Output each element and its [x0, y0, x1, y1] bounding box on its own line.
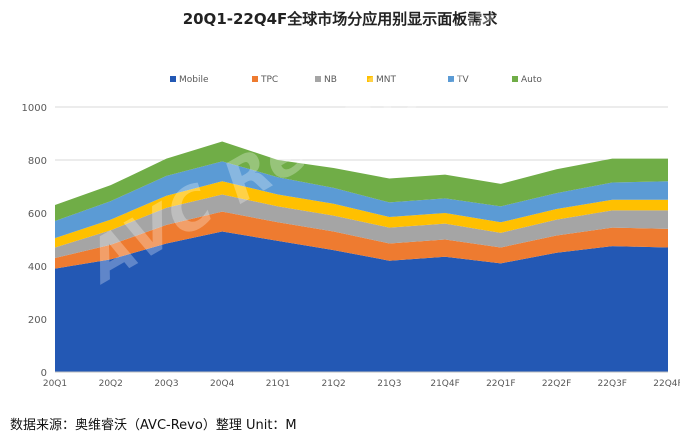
- legend: Mobile TPC NB MNT TV Auto: [170, 75, 542, 85]
- y-tick-label: 400: [28, 262, 47, 273]
- x-tick-label: 21Q3: [377, 379, 401, 389]
- legend-swatch-mnt: [367, 76, 373, 82]
- x-tick-label: 22Q4F: [653, 379, 680, 389]
- legend-swatch-nb: [315, 76, 321, 82]
- x-tick-label: 22Q1F: [486, 379, 515, 389]
- y-tick-label: 1000: [22, 103, 47, 114]
- y-tick-label: 600: [28, 209, 47, 220]
- legend-label-tv: TV: [456, 75, 469, 85]
- x-tick-label: 21Q4F: [430, 379, 459, 389]
- x-tick-label: 21Q2: [322, 379, 346, 389]
- chart-title: 20Q1-22Q4F全球市场分应用别显示面板需求: [182, 10, 498, 28]
- y-axis-tick-labels: 0 200 400 600 800 1000: [22, 103, 47, 379]
- legend-label-nb: NB: [324, 75, 337, 85]
- area-auto: [55, 141, 668, 221]
- area-tpc: [55, 211, 668, 269]
- x-tick-label: 20Q3: [154, 379, 178, 389]
- legend-swatch-tv: [448, 76, 454, 82]
- legend-swatch-tpc: [252, 76, 258, 82]
- area-nb: [55, 194, 668, 259]
- y-tick-label: 200: [28, 315, 47, 326]
- area-mobile: [55, 231, 668, 372]
- area-mnt: [55, 181, 668, 248]
- stacked-areas: [55, 141, 668, 372]
- y-tick-label: 800: [28, 156, 47, 167]
- x-axis-tick-labels: 20Q1 20Q2 20Q3 20Q4 21Q1 21Q2 21Q3 21Q4F 22Q1F 22…: [43, 379, 680, 389]
- x-tick-label: 22Q2F: [542, 379, 571, 389]
- legend-label-tpc: TPC: [260, 75, 278, 85]
- x-tick-label: 21Q1: [266, 379, 290, 389]
- x-tick-label: 20Q4: [210, 379, 235, 389]
- x-tick-label: 20Q2: [99, 379, 123, 389]
- legend-swatch-auto: [512, 76, 518, 82]
- source-note: 数据来源：奥维睿沃（AVC-Revo）整理 Unit：M: [10, 418, 297, 433]
- legend-swatch-mobile: [170, 76, 176, 82]
- x-tick-label: 20Q1: [43, 379, 67, 389]
- x-tick-label: 22Q3F: [598, 379, 627, 389]
- legend-label-mnt: MNT: [376, 75, 396, 85]
- legend-label-auto: Auto: [521, 75, 542, 85]
- legend-label-mobile: Mobile: [179, 75, 209, 85]
- y-tick-label: 0: [41, 368, 47, 379]
- area-tv: [55, 161, 668, 239]
